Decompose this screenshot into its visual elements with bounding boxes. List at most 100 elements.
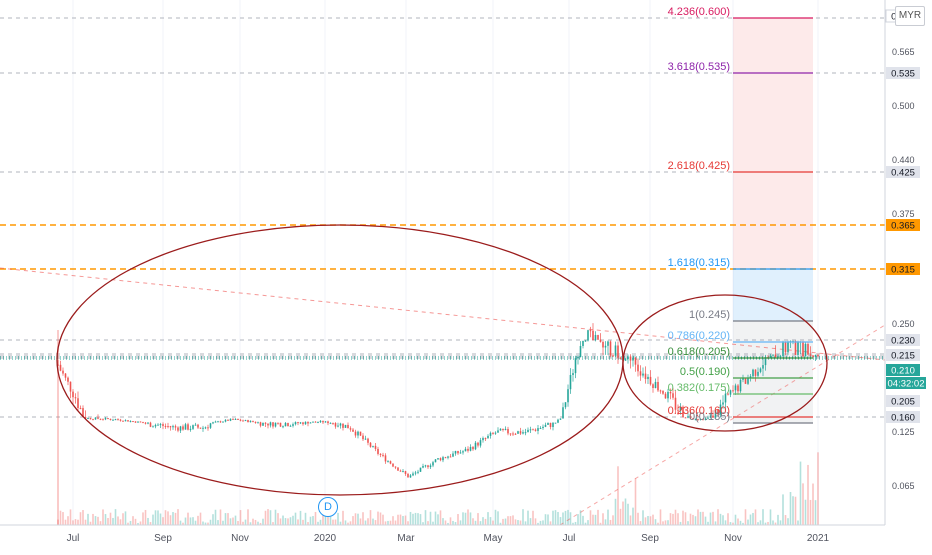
volume-bar: [105, 514, 107, 525]
candle-body: [110, 419, 112, 420]
candle-body: [407, 474, 409, 478]
x-tick-label: 2021: [807, 533, 830, 544]
candle-body: [365, 439, 367, 440]
volume-bar: [200, 513, 202, 525]
candle-body: [510, 433, 512, 434]
volume-bar: [180, 521, 182, 525]
volume-bar: [82, 510, 84, 525]
candle-body: [395, 467, 397, 468]
candle-body: [357, 432, 359, 436]
x-tick-label: Nov: [231, 533, 249, 544]
volume-bar: [762, 509, 764, 525]
volume-bar: [582, 516, 584, 525]
candle-body: [112, 420, 114, 421]
volume-bar: [547, 514, 549, 525]
candle-body: [545, 425, 547, 427]
volume-bar: [65, 520, 67, 525]
candle-body: [595, 335, 597, 340]
candle-body: [337, 426, 339, 427]
candle-body: [232, 419, 234, 420]
candle-body: [142, 422, 144, 423]
volume-bar: [470, 512, 472, 525]
price-label: 0.205: [891, 397, 915, 408]
volume-bar: [337, 513, 339, 525]
candle-body: [277, 423, 279, 424]
candle-body: [197, 425, 199, 428]
candle-body: [225, 420, 227, 422]
candle-body: [597, 335, 599, 340]
volume-bar: [472, 518, 474, 525]
volume-bar: [305, 513, 307, 525]
volume-bar: [462, 512, 464, 525]
candle-body: [752, 370, 754, 377]
volume-bar: [72, 520, 74, 525]
candle-body: [115, 419, 117, 420]
volume-bar: [240, 510, 242, 525]
candle-body: [242, 421, 244, 422]
candle-body: [452, 454, 454, 457]
candle-body: [612, 355, 614, 356]
candle-body: [427, 465, 429, 467]
candle-body: [297, 422, 299, 423]
candle-body: [537, 428, 539, 431]
candle-body: [575, 358, 577, 373]
candle-body: [542, 427, 544, 428]
volume-bar: [587, 520, 589, 525]
candle-body: [187, 424, 189, 429]
volume-bar: [302, 520, 304, 525]
candle-body: [540, 428, 542, 429]
candle-body: [360, 432, 362, 436]
volume-bar: [750, 515, 752, 525]
volume-bar: [215, 510, 217, 525]
volume-bar: [452, 521, 454, 525]
candle-body: [105, 418, 107, 419]
candle-body: [635, 358, 637, 365]
candle-body: [170, 426, 172, 427]
volume-bar: [727, 513, 729, 525]
candle-body: [380, 454, 382, 455]
candle-body: [780, 356, 782, 357]
candle-body: [502, 429, 504, 430]
candle-body: [737, 385, 739, 391]
candle-body: [270, 422, 272, 425]
volume-bar: [85, 520, 87, 525]
candle-body: [640, 371, 642, 375]
volume-bar: [270, 510, 272, 525]
volume-bar: [497, 511, 499, 525]
candle-body: [415, 473, 417, 474]
volume-bar: [227, 513, 229, 525]
candle-body: [552, 423, 554, 427]
candle-body: [585, 341, 587, 342]
candle-body: [247, 420, 249, 422]
volume-bar: [430, 512, 432, 525]
candle-body: [322, 421, 324, 422]
candle-body: [147, 423, 149, 424]
volume-bar: [535, 518, 537, 525]
currency-badge[interactable]: MYR: [895, 6, 925, 26]
candle-body: [255, 422, 257, 423]
volume-bar: [565, 511, 567, 525]
volume-bar: [515, 519, 517, 525]
volume-bar: [400, 515, 402, 525]
fib-label: 4.236(0.600): [668, 6, 730, 18]
dividend-marker[interactable]: D: [318, 497, 338, 517]
volume-bar: [662, 521, 664, 525]
candle-body: [295, 422, 297, 424]
volume-bar: [512, 515, 514, 525]
volume-bar: [632, 508, 634, 525]
candle-body: [152, 426, 154, 427]
volume-bar: [397, 515, 399, 525]
candle-body: [175, 426, 177, 427]
volume-bar: [782, 494, 784, 525]
volume-bar: [365, 521, 367, 525]
candle-body: [300, 422, 302, 423]
candle-body: [280, 423, 282, 427]
candle-body: [177, 427, 179, 430]
volume-bar: [245, 520, 247, 525]
volume-bar: [342, 511, 344, 525]
candle-body: [250, 421, 252, 422]
candle-body: [390, 461, 392, 463]
candle-body: [507, 429, 509, 433]
